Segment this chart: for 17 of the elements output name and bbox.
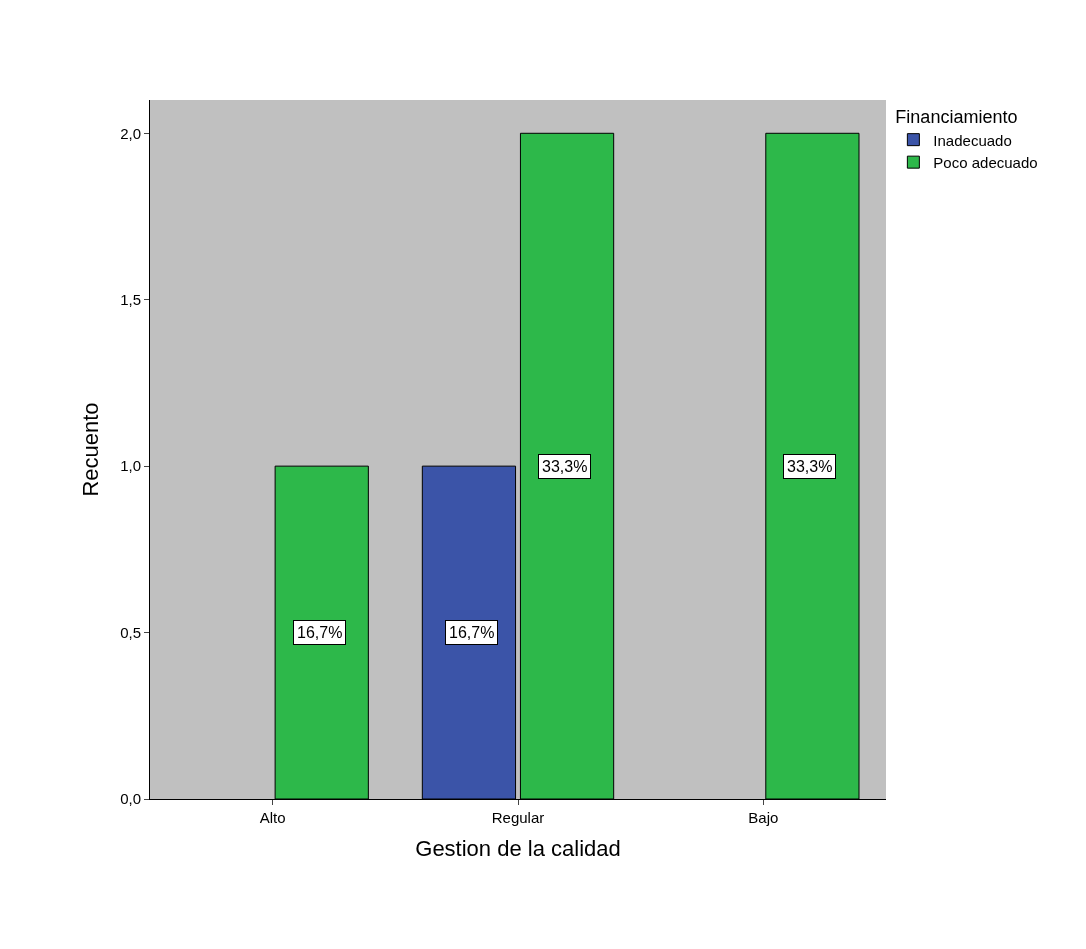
x-tick-label: Regular — [491, 809, 545, 826]
annotation: 16,7% — [297, 624, 343, 641]
legend-label: Inadecuado — [933, 131, 1012, 149]
legend-title: Financiamiento — [895, 107, 1018, 128]
y-axis-title: Recuento — [77, 402, 103, 497]
x-tick-label: Bajo — [748, 809, 779, 826]
y-tick-label: 2,0 — [120, 124, 141, 142]
y-tick-label: 0,5 — [120, 623, 141, 641]
annotation: 16,7% — [449, 624, 495, 641]
legend-label: Poco adecuado — [933, 154, 1038, 171]
annotation: 33,3% — [787, 458, 833, 475]
y-tick-label: 1,0 — [120, 457, 141, 475]
x-tick-label: Alto — [259, 809, 286, 826]
y-tick-label: 0,0 — [120, 790, 141, 808]
y-tick-label: 1,5 — [120, 290, 141, 308]
x-axis-title: Gestion de la calidad — [415, 835, 621, 861]
annotation: 33,3% — [542, 458, 588, 475]
